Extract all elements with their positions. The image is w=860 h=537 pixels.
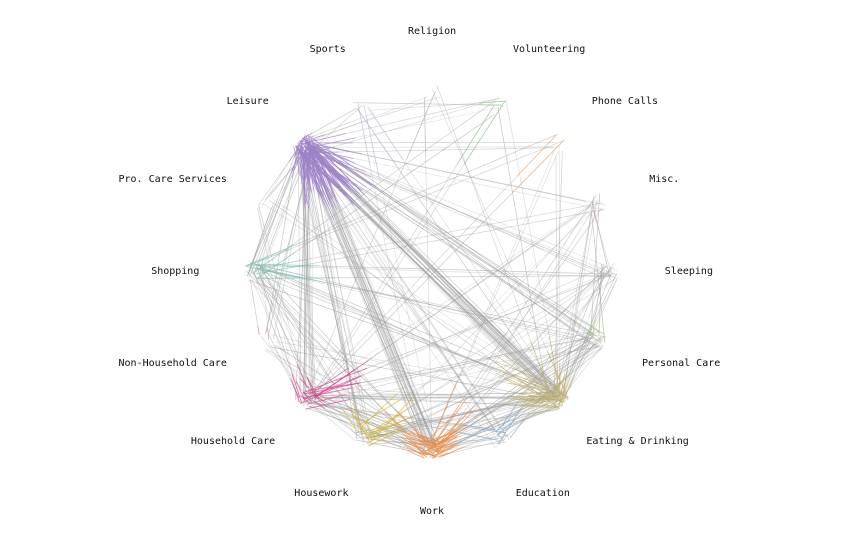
node-label-leisure: Leisure [227, 96, 269, 108]
edge-leisure-misc [316, 145, 586, 202]
edge-tip-phone_calls [515, 140, 564, 190]
node-label-personal-care: Personal Care [642, 358, 720, 370]
node-label-religion: Religion [408, 26, 456, 38]
edge-housework-sleeping [372, 270, 612, 434]
edge-tip-non_household_care [258, 327, 259, 335]
edge-tip-personal_care [599, 319, 600, 334]
edge-tip-eating_drinking [510, 368, 557, 387]
node-label-shopping: Shopping [151, 266, 199, 278]
edge-leisure-shopping [250, 143, 300, 268]
node-label-non-household-care: Non-Household Care [119, 358, 227, 370]
edge-tip-personal_care [603, 323, 605, 342]
node-label-misc: Misc. [649, 174, 679, 186]
edge-tip-shopping [258, 278, 335, 279]
edge-work-household_care [301, 396, 430, 445]
node-label-phone-calls: Phone Calls [592, 96, 658, 108]
edge-household_care-misc [316, 204, 595, 396]
node-label-household-care: Household Care [191, 436, 275, 448]
node-label-pro-care-services: Pro. Care Services [119, 174, 227, 186]
edge-tip-non_household_care [268, 329, 269, 340]
edge-tip-religion [407, 91, 435, 158]
node-label-housework: Housework [294, 488, 348, 500]
edge-tip-sports [358, 103, 370, 165]
node-label-eating-drinking: Eating & Drinking [586, 436, 688, 448]
node-label-education: Education [516, 488, 570, 500]
node-label-sports: Sports [310, 44, 346, 56]
edge-tip-volunteering [464, 102, 505, 165]
node-label-volunteering: Volunteering [513, 44, 585, 56]
node-label-sleeping: Sleeping [665, 266, 713, 278]
node-label-work: Work [420, 506, 444, 518]
edge-layer [245, 85, 617, 459]
